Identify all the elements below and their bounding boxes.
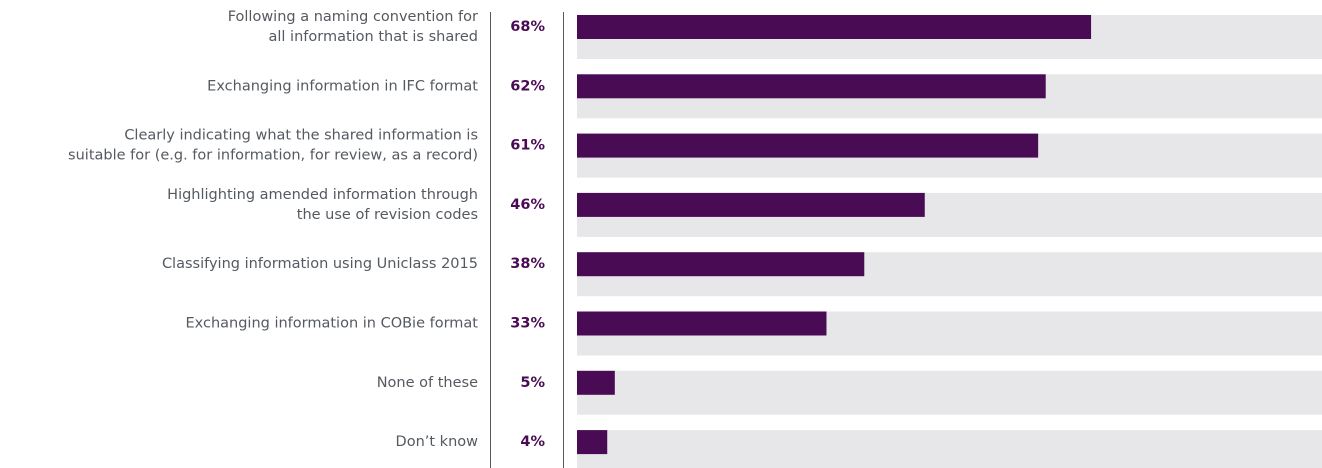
bar-track bbox=[577, 430, 1322, 468]
value-label: 68% bbox=[510, 19, 545, 35]
value-label: 38% bbox=[510, 256, 545, 272]
category-label: Classifying information using Uniclass 2… bbox=[162, 256, 478, 272]
bar bbox=[577, 74, 1046, 99]
bar bbox=[577, 133, 1039, 158]
category-label: Exchanging information in COBie format bbox=[185, 316, 478, 332]
bar bbox=[577, 370, 615, 395]
value-label: 5% bbox=[520, 375, 545, 391]
value-label: 61% bbox=[510, 138, 545, 154]
category-label: all information that is shared bbox=[269, 29, 479, 45]
category-label: Highlighting amended information through bbox=[167, 187, 478, 203]
category-label: suitable for (e.g. for information, for … bbox=[68, 148, 478, 164]
bar bbox=[577, 15, 1092, 39]
value-label: 46% bbox=[510, 197, 545, 213]
category-label: the use of revision codes bbox=[297, 207, 478, 223]
value-label: 4% bbox=[520, 434, 545, 450]
category-label: Don’t know bbox=[396, 434, 479, 450]
bar bbox=[577, 192, 925, 217]
bar-track bbox=[577, 370, 1322, 415]
bar bbox=[577, 311, 827, 336]
bar bbox=[577, 430, 608, 455]
category-label: Exchanging information in IFC format bbox=[207, 78, 478, 94]
category-label: None of these bbox=[377, 375, 478, 391]
category-label: Clearly indicating what the shared infor… bbox=[124, 128, 478, 144]
value-label: 62% bbox=[510, 78, 545, 94]
category-label: Following a naming convention for bbox=[228, 9, 478, 25]
bar bbox=[577, 252, 865, 277]
value-label: 33% bbox=[510, 316, 545, 332]
